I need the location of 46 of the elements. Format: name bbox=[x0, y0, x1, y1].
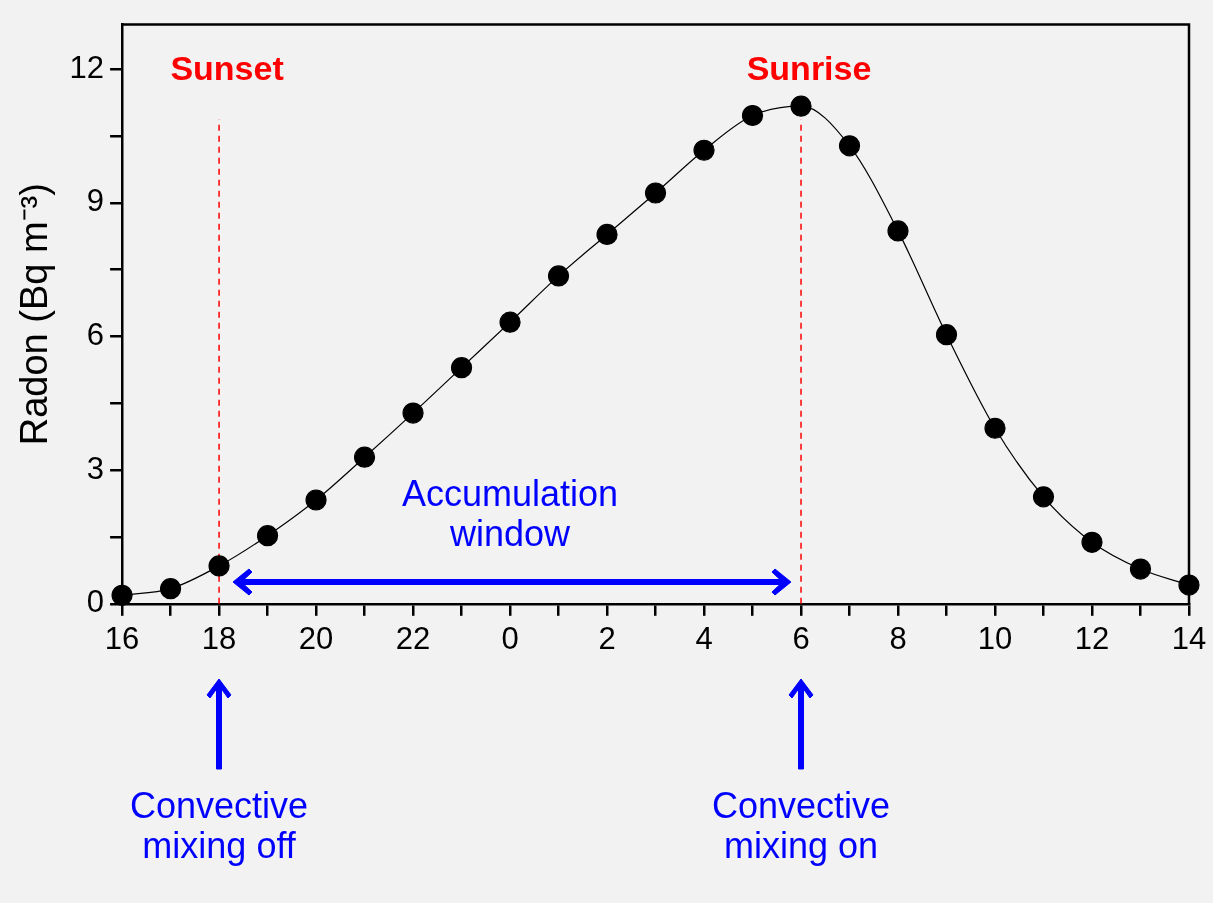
point bbox=[499, 311, 521, 333]
point bbox=[305, 489, 327, 511]
point bbox=[1032, 486, 1055, 508]
x-tick-label: 2 bbox=[598, 620, 616, 656]
point bbox=[1129, 558, 1152, 580]
point bbox=[935, 324, 958, 346]
y-tick-label: 6 bbox=[86, 317, 105, 353]
x-tick-label: 16 bbox=[104, 620, 140, 656]
point bbox=[741, 104, 764, 127]
point bbox=[1081, 531, 1103, 553]
point bbox=[111, 584, 133, 606]
y-tick-label: 9 bbox=[86, 183, 105, 219]
point bbox=[984, 417, 1006, 439]
ref-line-label: Sunrise bbox=[746, 48, 872, 87]
text: Convective mixing on bbox=[710, 784, 892, 866]
point bbox=[450, 357, 473, 379]
x-tick-label: 14 bbox=[1171, 620, 1207, 656]
y-tick-label: 3 bbox=[86, 450, 105, 486]
point bbox=[256, 525, 279, 547]
y-axis-title: Radon (Bq m⁻³) bbox=[13, 183, 56, 446]
x-tick-label: 20 bbox=[298, 620, 334, 656]
y-tick-label: 0 bbox=[86, 584, 105, 620]
point bbox=[353, 446, 376, 468]
x-tick-label: 4 bbox=[695, 620, 713, 656]
point bbox=[644, 182, 667, 204]
point bbox=[790, 95, 812, 117]
point bbox=[1178, 574, 1200, 596]
x-tick-label: 22 bbox=[395, 620, 431, 656]
point bbox=[693, 139, 715, 161]
x-tick-label: 6 bbox=[792, 620, 810, 656]
point bbox=[596, 223, 618, 246]
point bbox=[838, 135, 861, 157]
x-tick-label: 10 bbox=[977, 620, 1013, 656]
point bbox=[159, 578, 182, 600]
point bbox=[887, 220, 909, 242]
x-tick-label: 8 bbox=[889, 620, 907, 656]
x-tick-label: 0 bbox=[501, 620, 519, 656]
point bbox=[547, 265, 570, 287]
point bbox=[208, 555, 230, 577]
point bbox=[402, 402, 424, 424]
x-tick-label: 12 bbox=[1074, 620, 1110, 656]
ref-line-label: Sunset bbox=[170, 48, 284, 87]
x-tick-label: 18 bbox=[201, 620, 237, 656]
annotation: Accumulation window bbox=[401, 472, 620, 554]
y-tick-label: 12 bbox=[69, 49, 105, 85]
text: Convective mixing off bbox=[129, 784, 310, 866]
